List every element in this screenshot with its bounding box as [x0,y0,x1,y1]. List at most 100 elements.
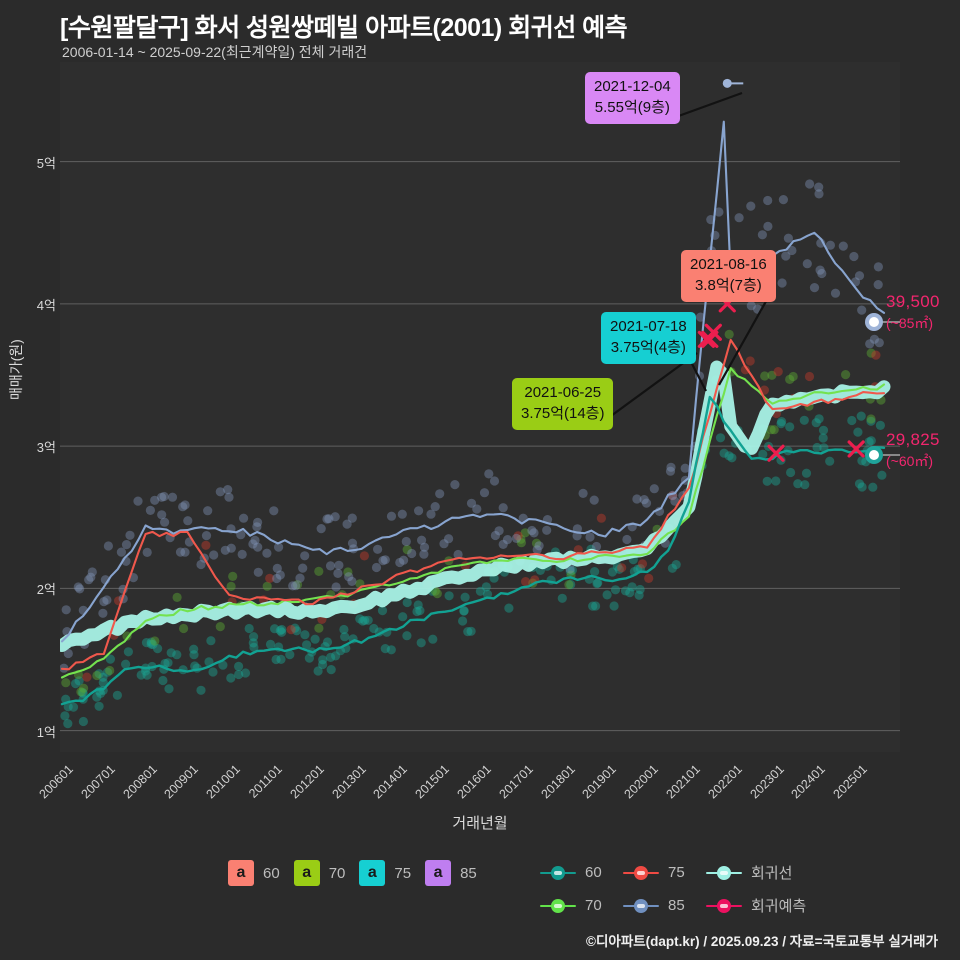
legend-area-lines[interactable]: 60 75 회귀선 70 85 회귀예측 [540,862,810,916]
scatter-point-60 [504,603,514,613]
scatter-point-60 [172,650,182,660]
legend-swatch-box-60[interactable]: a [228,860,254,886]
legend-swatch-item-85[interactable]: a 85 [425,860,477,886]
scatter-point-70 [262,581,272,591]
legend-line-item-회귀예측[interactable]: 회귀예측 [706,895,806,916]
scatter-point-85 [746,201,756,211]
x-tick-200601: 200601 [36,762,76,802]
scatter-point-60 [355,614,365,624]
annotation-2021-12-04[interactable]: 2021-12-04 5.55억(9층) [585,72,680,125]
scatter-point-60 [302,640,312,650]
scatter-point-60 [801,468,812,478]
scatter-point-60 [105,654,115,664]
scatter-point-85 [269,506,279,516]
legend-line-item-70[interactable]: 70 [540,897,611,914]
scatter-point-60 [121,659,131,669]
scatter-point-85 [226,543,236,553]
scatter-point-70 [866,348,876,358]
scatter-point-75 [359,551,369,561]
prediction-markers [697,295,865,462]
scatter-point-60 [196,685,206,695]
annotation-price: 3.8억(7층) [694,276,762,294]
scatter-point-60 [602,590,612,600]
scatter-point-60 [98,678,108,688]
scatter-point-60 [310,634,320,644]
scatter-point-85 [237,549,247,559]
scatter-point-60 [463,627,473,637]
scatter-point-70 [564,580,574,590]
legend-swatch-item-70[interactable]: a 70 [293,860,346,886]
scatter-point-60 [136,670,146,680]
scatter-point-85 [63,648,73,659]
scatter-point-70 [402,545,412,555]
x-tick-202401: 202401 [788,762,829,802]
scatter-point-85 [419,542,430,552]
legend-line-item-회귀선[interactable]: 회귀선 [706,862,806,883]
scatter-point-85 [103,541,113,551]
scatter-point-85 [316,524,326,534]
scatter-point-60 [620,586,631,596]
scatter-point-70 [122,631,132,641]
legend-area-swatches[interactable]: a 60 a 70 a 75 a 85 [228,860,491,886]
scatter-point-85 [666,462,676,472]
annotation-2021-07-18[interactable]: 2021-07-18 3.75억(4층) [601,312,696,365]
annotation-2021-06-25[interactable]: 2021-06-25 3.75억(14층) [512,378,614,431]
scatter-point-60 [60,711,70,721]
scatter-point-60 [402,631,412,641]
scatter-point-60 [771,476,781,486]
scatter-point-85 [133,496,143,506]
scatter-point-60 [413,600,423,610]
scatter-point-85 [201,531,212,541]
scatter-point-60 [94,701,104,711]
page-subtitle: 2006-01-14 ~ 2025-09-22(최근계약일) 전체 거래건 [62,44,368,60]
legend-line-marker-75 [623,865,659,881]
scatter-point-60 [727,453,737,463]
page-title: [수원팔달구] 화서 성원쌍떼빌 아파트(2001) 회귀선 예측 [60,14,628,42]
legend-swatch-box-70[interactable]: a [293,860,320,886]
legend-swatch-box-75[interactable]: a [359,860,386,886]
legend-line-item-60[interactable]: 60 [540,864,611,881]
scatter-point-85 [125,530,135,540]
y-tick-1억: 1억 [36,724,56,740]
scatter-point-70 [841,370,851,380]
scatter-point-85 [641,498,652,508]
scatter-point-85 [632,494,642,504]
scatter-point-60 [416,638,426,648]
x-tick-201301: 201301 [329,762,369,802]
scatter-point-85 [532,545,542,555]
scatter-point-60 [818,425,829,435]
scatter-point-85 [781,251,791,261]
scatter-point-85 [585,532,595,542]
legend-swatch-label-75: 75 [394,864,412,882]
y-axis-label: 매매가(원) [8,339,24,400]
legend-line-item-75[interactable]: 75 [623,864,694,881]
scatter-point-70 [314,623,324,633]
scatter-point-60 [146,639,156,649]
annotation-2021-08-16[interactable]: 2021-08-16 3.8억(7층) [681,250,776,303]
scatter-point-60 [864,437,874,447]
scatter-point-60 [71,679,81,689]
scatter-point-85 [865,339,875,349]
scatter-point-85 [809,283,820,293]
scatter-point-60 [234,661,244,672]
legend-swatch-label-70: 70 [328,864,346,882]
legend-line-marker-60 [540,865,576,881]
scatter-point-60 [460,592,470,602]
scatter-point-70 [724,329,734,339]
legend-swatch-item-60[interactable]: a 60 [228,860,280,886]
scatter-point-85 [167,492,178,502]
scatter-point-85 [484,469,494,479]
legend-swatch-box-85[interactable]: a [425,860,452,886]
scatter-point-60 [607,567,618,577]
scatter-point-85 [435,489,445,499]
scatter-point-85 [347,576,357,587]
scatter-point-60 [292,626,302,636]
scatter-point-85 [417,535,427,545]
legend-line-item-85[interactable]: 85 [623,897,694,914]
scatter-point-85 [347,513,357,523]
scatter-point-60 [326,665,336,675]
scatter-point-60 [78,688,88,699]
legend-swatch-item-75[interactable]: a 75 [359,860,411,886]
scatter-point-85 [395,557,405,568]
scatter-point-85 [333,568,343,578]
